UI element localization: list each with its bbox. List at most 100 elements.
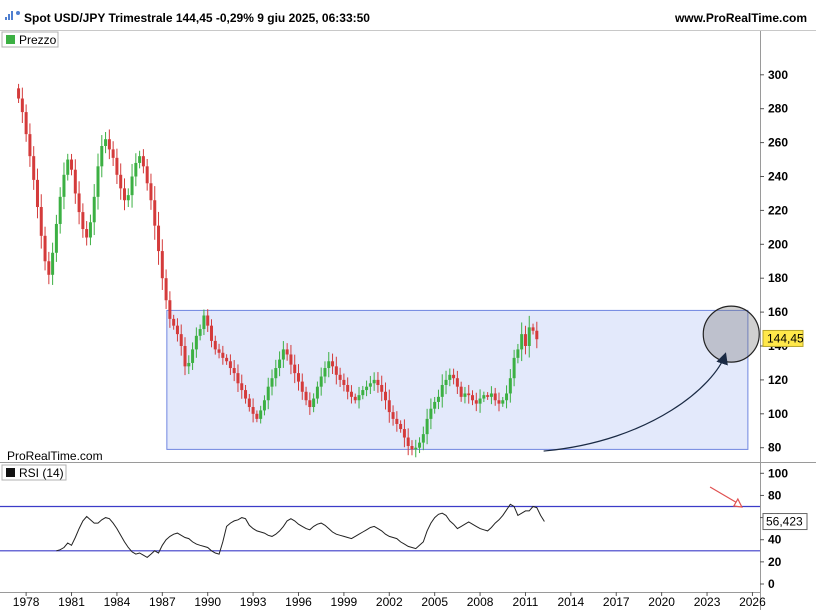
candle-body[interactable]: [81, 212, 85, 230]
candle-body[interactable]: [122, 188, 126, 201]
candle[interactable]: [39, 194, 43, 249]
candle[interactable]: [43, 226, 47, 271]
candle[interactable]: [338, 367, 342, 387]
candle[interactable]: [194, 327, 198, 358]
candle[interactable]: [32, 146, 36, 190]
candle-body[interactable]: [361, 390, 365, 396]
candle-body[interactable]: [414, 447, 418, 450]
candle[interactable]: [232, 360, 236, 382]
candle-body[interactable]: [107, 139, 111, 150]
candle-body[interactable]: [315, 386, 319, 399]
candle[interactable]: [47, 251, 51, 285]
candle-body[interactable]: [194, 335, 198, 350]
candle[interactable]: [240, 374, 244, 399]
candle[interactable]: [535, 321, 539, 349]
candle-body[interactable]: [28, 134, 32, 157]
candle-body[interactable]: [145, 166, 149, 184]
candle[interactable]: [474, 392, 478, 412]
candle[interactable]: [520, 322, 524, 362]
candle-body[interactable]: [365, 386, 369, 391]
candle[interactable]: [107, 129, 111, 160]
candle-body[interactable]: [206, 315, 210, 326]
candle-body[interactable]: [160, 251, 164, 279]
candle-body[interactable]: [323, 368, 327, 377]
candle-body[interactable]: [406, 437, 410, 447]
candle[interactable]: [51, 242, 55, 285]
candle[interactable]: [198, 324, 202, 341]
candle[interactable]: [247, 393, 251, 412]
candle[interactable]: [414, 439, 418, 458]
candle[interactable]: [17, 83, 21, 104]
candle-body[interactable]: [236, 373, 240, 384]
candle[interactable]: [346, 377, 350, 400]
candle[interactable]: [209, 319, 213, 348]
candle[interactable]: [149, 173, 153, 210]
candle-body[interactable]: [66, 159, 70, 175]
candle-body[interactable]: [217, 349, 221, 353]
candle-body[interactable]: [77, 193, 81, 213]
candle[interactable]: [168, 291, 172, 328]
candle[interactable]: [274, 359, 278, 387]
candle[interactable]: [217, 343, 221, 359]
candle[interactable]: [73, 159, 77, 204]
candle-body[interactable]: [523, 334, 527, 346]
candle[interactable]: [293, 354, 297, 384]
candle[interactable]: [153, 186, 157, 240]
candle[interactable]: [202, 309, 206, 336]
candle-body[interactable]: [497, 400, 501, 404]
candle-body[interactable]: [266, 386, 270, 401]
candle[interactable]: [141, 149, 145, 174]
candle[interactable]: [342, 373, 346, 392]
candle-body[interactable]: [444, 379, 448, 385]
candle-body[interactable]: [505, 393, 509, 401]
candle-body[interactable]: [289, 354, 293, 365]
candle-body[interactable]: [349, 391, 353, 397]
candle-body[interactable]: [467, 393, 471, 396]
candle[interactable]: [531, 323, 535, 335]
candle[interactable]: [244, 384, 248, 404]
candle[interactable]: [259, 405, 263, 424]
candle-body[interactable]: [387, 400, 391, 413]
candle-body[interactable]: [448, 374, 452, 380]
candle-body[interactable]: [478, 398, 482, 404]
candle-body[interactable]: [149, 183, 153, 201]
candle[interactable]: [225, 354, 229, 365]
candle[interactable]: [266, 377, 270, 410]
candle[interactable]: [289, 344, 293, 375]
candle-body[interactable]: [62, 174, 66, 197]
candle[interactable]: [104, 132, 108, 154]
candle[interactable]: [138, 150, 142, 169]
candle[interactable]: [523, 325, 527, 355]
candle[interactable]: [304, 386, 308, 406]
candle[interactable]: [278, 351, 282, 377]
candle-body[interactable]: [274, 368, 278, 379]
candle-body[interactable]: [433, 401, 437, 409]
candle[interactable]: [436, 389, 440, 410]
candle-body[interactable]: [319, 376, 323, 387]
candle[interactable]: [384, 382, 387, 410]
rsi-legend[interactable]: RSI (14): [1, 464, 67, 481]
candle-body[interactable]: [436, 396, 440, 402]
candle[interactable]: [406, 428, 410, 456]
candle[interactable]: [478, 389, 482, 413]
candle[interactable]: [418, 437, 422, 454]
candle[interactable]: [92, 184, 96, 236]
candle-body[interactable]: [395, 418, 399, 424]
candle-body[interactable]: [58, 196, 62, 224]
candle[interactable]: [365, 380, 369, 397]
candle-body[interactable]: [327, 361, 331, 369]
candle-body[interactable]: [92, 196, 96, 223]
candle[interactable]: [183, 337, 187, 376]
candle-body[interactable]: [187, 362, 191, 367]
candle[interactable]: [429, 398, 433, 430]
candle[interactable]: [175, 318, 179, 342]
candle-body[interactable]: [380, 384, 384, 392]
candle-body[interactable]: [251, 407, 255, 414]
candle[interactable]: [35, 168, 39, 219]
candle-body[interactable]: [17, 88, 21, 99]
candle[interactable]: [402, 419, 406, 448]
candle-body[interactable]: [54, 223, 58, 253]
candle[interactable]: [191, 342, 195, 370]
candle[interactable]: [527, 315, 531, 358]
candle-body[interactable]: [531, 327, 535, 331]
